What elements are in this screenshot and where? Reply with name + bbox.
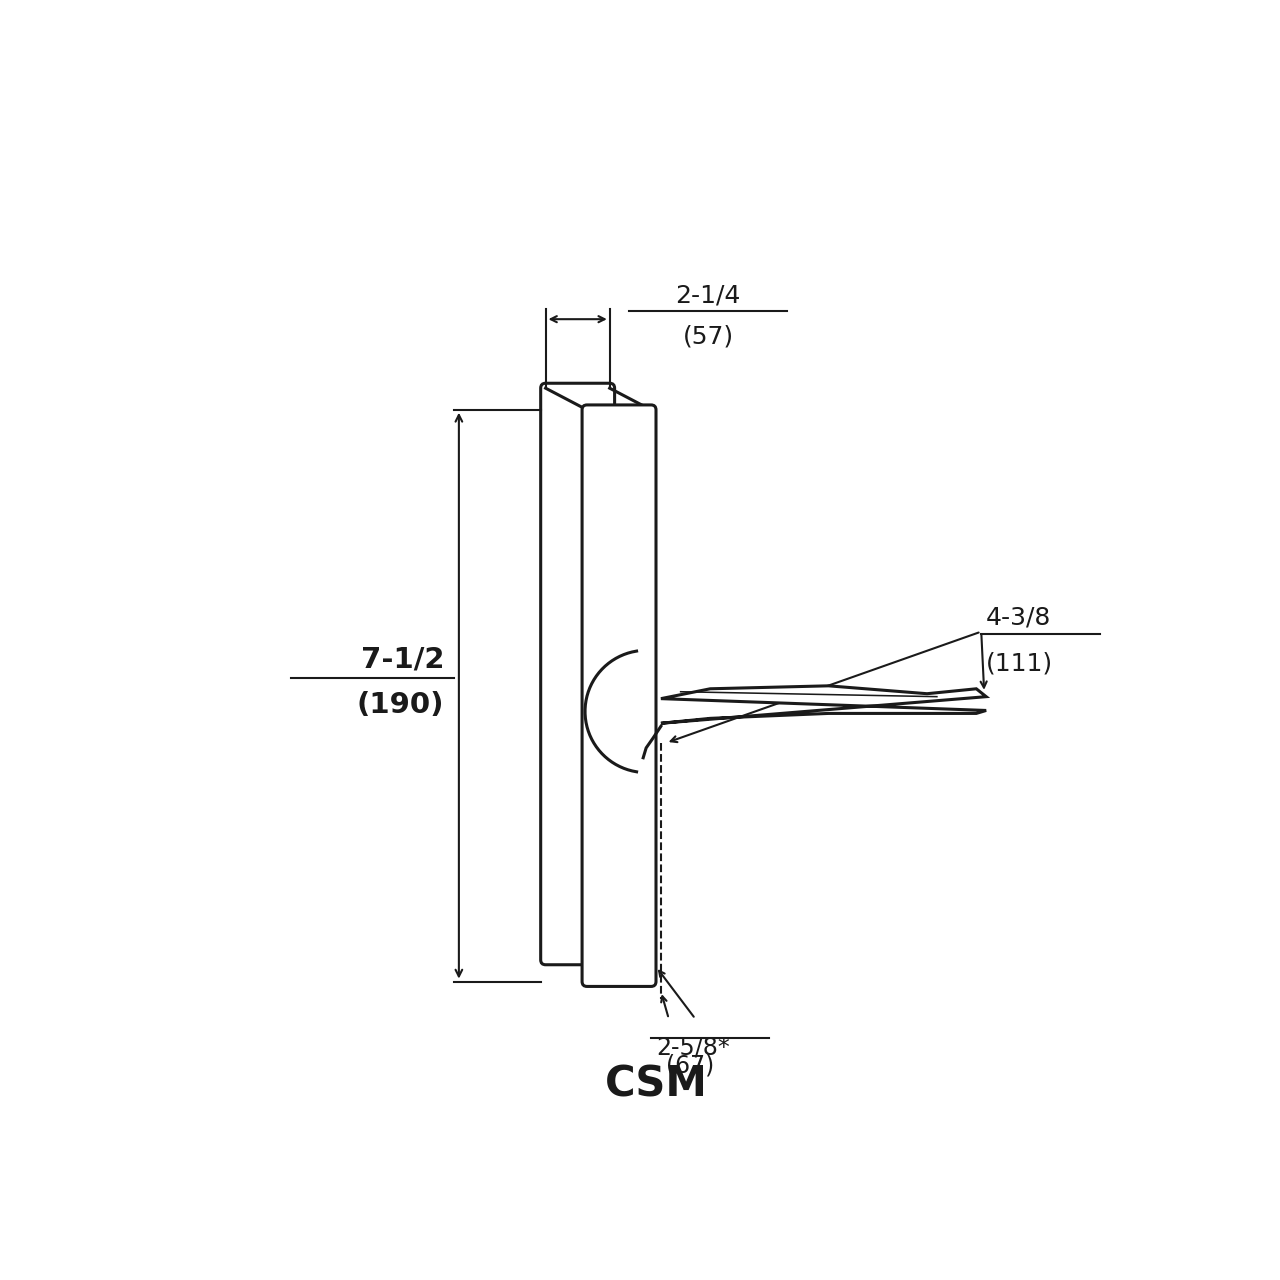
FancyBboxPatch shape xyxy=(582,404,657,987)
Text: (57): (57) xyxy=(682,324,733,348)
Text: (190): (190) xyxy=(357,691,444,719)
Text: 2-5/8*: 2-5/8* xyxy=(657,1036,730,1060)
Text: (111): (111) xyxy=(986,652,1053,676)
Text: 7-1/2: 7-1/2 xyxy=(361,646,444,675)
Text: (67): (67) xyxy=(666,1053,714,1078)
Text: 4-3/8: 4-3/8 xyxy=(986,605,1052,630)
Text: CSM: CSM xyxy=(604,1064,708,1106)
Polygon shape xyxy=(660,686,986,723)
Text: 2-1/4: 2-1/4 xyxy=(676,283,741,307)
FancyBboxPatch shape xyxy=(540,383,614,965)
